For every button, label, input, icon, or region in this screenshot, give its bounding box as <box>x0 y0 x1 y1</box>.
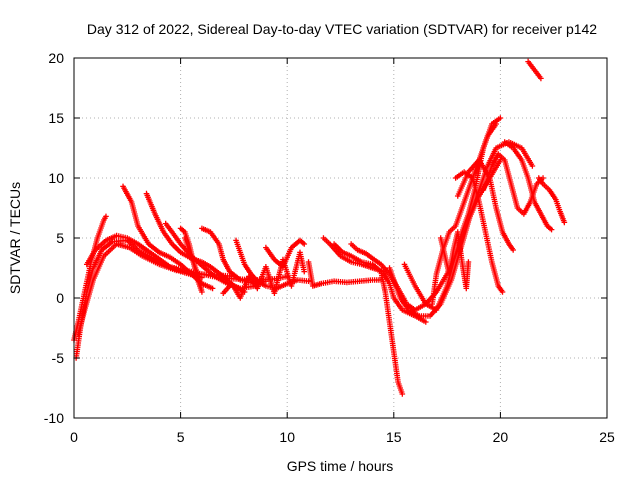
data-point <box>103 213 109 220</box>
plot-frame <box>73 57 608 419</box>
data-point <box>561 219 568 226</box>
series-track-20 <box>437 229 472 292</box>
x-tick-label: 10 <box>279 429 295 445</box>
x-axis-label: GPS time / hours <box>287 458 394 474</box>
series-track-4 <box>83 232 205 281</box>
series-track-24 <box>501 139 555 233</box>
x-tick-label: 0 <box>70 429 78 445</box>
series-track-11 <box>220 249 308 301</box>
series-track-12 <box>263 237 308 270</box>
data-point <box>422 319 429 325</box>
y-axis-label: SDTVAR / TECUs <box>7 182 23 294</box>
x-tick-label: 25 <box>599 429 615 445</box>
data-point <box>182 235 188 241</box>
y-tick-label: 5 <box>56 230 64 246</box>
series-track-21 <box>452 169 506 295</box>
data-point <box>529 163 536 169</box>
x-tick-label: 20 <box>493 429 509 445</box>
x-tick-label: 15 <box>386 429 402 445</box>
grid-layer <box>74 58 607 418</box>
series-track-18 <box>401 115 504 313</box>
data-point <box>305 278 312 284</box>
series-track-25 <box>535 175 568 226</box>
data-point <box>510 247 516 253</box>
y-tick-label: 10 <box>48 170 64 186</box>
data-point <box>301 268 308 275</box>
y-tick-label: 0 <box>56 290 64 306</box>
series-track-9 <box>199 225 269 287</box>
y-tick-label: 20 <box>48 50 64 66</box>
data-point <box>301 241 308 247</box>
chart-title: Day 312 of 2022, Sidereal Day-to-day VTE… <box>87 21 597 37</box>
data-layer <box>71 58 568 397</box>
data-point <box>399 391 406 397</box>
series-track-26 <box>525 58 544 82</box>
data-point <box>538 75 544 82</box>
y-tick-label: -10 <box>44 410 64 426</box>
data-point <box>493 121 499 127</box>
series-track-8 <box>177 225 205 295</box>
y-tick-label: 15 <box>48 110 64 126</box>
series-track-15 <box>331 241 406 397</box>
data-point <box>499 289 506 295</box>
data-point <box>465 259 472 265</box>
series-track-10 <box>233 237 312 292</box>
y-tick-label: -5 <box>52 350 65 366</box>
data-point <box>548 226 555 233</box>
data-point <box>497 115 504 121</box>
tick-layer: 0 5 10 15 20 25 -10 -5 0 5 10 15 20 <box>44 50 615 445</box>
series-track-13 <box>305 259 384 289</box>
series-track-17 <box>386 139 536 319</box>
x-tick-label: 5 <box>177 429 185 445</box>
data-point <box>209 285 216 292</box>
